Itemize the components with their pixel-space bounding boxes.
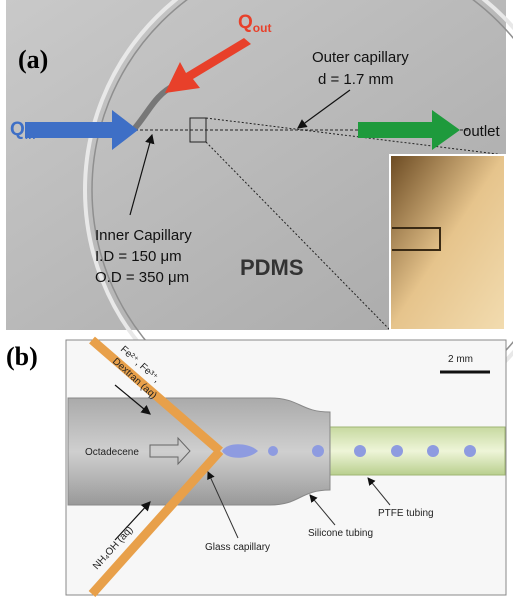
- annotation: d = 1.7 mm: [318, 71, 393, 88]
- annotation: Outer capillary: [312, 49, 409, 66]
- droplet: [312, 445, 324, 457]
- droplet: [464, 445, 476, 457]
- material-label: PDMS: [240, 255, 304, 280]
- q-main: Q: [10, 119, 25, 140]
- panel-label: (b): [6, 342, 38, 371]
- droplet: [427, 445, 439, 457]
- annotation: Glass capillary: [205, 542, 270, 553]
- droplet: [391, 445, 403, 457]
- q-sub: out: [253, 21, 272, 35]
- annotation: outlet: [463, 123, 501, 140]
- annotation: Inner Capillary: [95, 227, 192, 244]
- annotation: O.D = 350 μm: [95, 269, 189, 286]
- figure: (a) Qout Qin Outer capillary d = 1.7 mm …: [0, 0, 513, 598]
- q-sub: in: [25, 128, 36, 142]
- inset-photo: [390, 155, 505, 330]
- panel-label: (a): [18, 45, 48, 74]
- droplet: [354, 445, 366, 457]
- panel-b: (b) 2 mm Fe²⁺, Fe³⁺, Dextran (aq) Octade…: [6, 340, 506, 595]
- annotation: Octadecene: [85, 447, 139, 458]
- q-main: Q: [238, 12, 253, 33]
- droplet: [268, 446, 278, 456]
- scale-label: 2 mm: [448, 354, 473, 365]
- annotation: PTFE tubing: [378, 508, 434, 519]
- annotation: Silicone tubing: [308, 528, 373, 539]
- annotation: I.D = 150 μm: [95, 248, 182, 265]
